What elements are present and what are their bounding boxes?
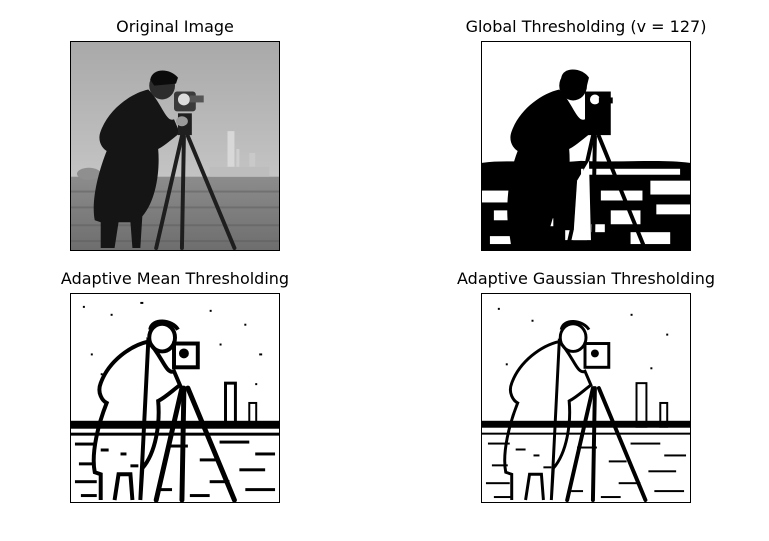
- panel-adaptive-mean: Adaptive Mean Thresholding: [61, 269, 289, 503]
- image-adaptive-gaussian: [481, 293, 691, 503]
- adaptive-mean-image: [71, 294, 279, 502]
- panel-adaptive-gaussian: Adaptive Gaussian Thresholding: [457, 269, 715, 503]
- panel-title-original: Original Image: [116, 17, 234, 36]
- adaptive-gaussian-image: [482, 294, 690, 502]
- image-adaptive-mean: [70, 293, 280, 503]
- global-threshold-image: [482, 42, 690, 250]
- image-original-cameraman: [70, 41, 280, 251]
- cameraman-gray-image: [71, 42, 279, 250]
- image-global-threshold: [481, 41, 691, 251]
- panel-global-threshold: Global Thresholding (v = 127): [466, 17, 706, 251]
- panel-title-mean: Adaptive Mean Thresholding: [60, 269, 290, 288]
- panel-original-image: Original Image: [70, 17, 280, 251]
- panel-title-global: Global Thresholding (v = 127): [465, 17, 707, 36]
- panel-title-gaussian: Adaptive Gaussian Thresholding: [457, 269, 715, 288]
